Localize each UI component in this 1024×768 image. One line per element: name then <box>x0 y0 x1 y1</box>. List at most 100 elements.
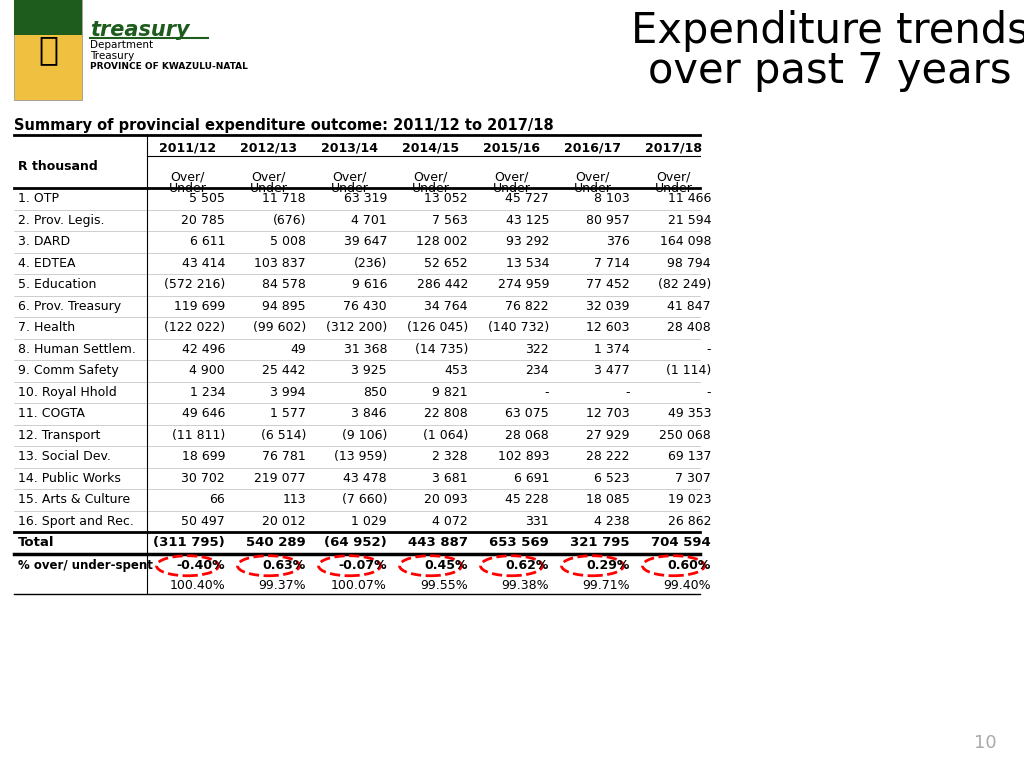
Text: 7 307: 7 307 <box>675 472 711 485</box>
Text: 7 714: 7 714 <box>594 257 630 270</box>
Text: 704 594: 704 594 <box>651 536 711 549</box>
Text: 9. Comm Safety: 9. Comm Safety <box>18 364 119 377</box>
Text: 99.71%: 99.71% <box>583 579 630 592</box>
Text: 10: 10 <box>974 734 996 752</box>
Text: 9 616: 9 616 <box>351 278 387 291</box>
Text: Over/: Over/ <box>251 170 286 183</box>
Text: 850: 850 <box>362 386 387 399</box>
Text: 63 075: 63 075 <box>505 407 549 420</box>
Text: 11 718: 11 718 <box>262 192 306 205</box>
Text: -: - <box>545 386 549 399</box>
Text: 76 430: 76 430 <box>343 300 387 313</box>
Text: 4. EDTEA: 4. EDTEA <box>18 257 76 270</box>
Text: 6. Prov. Treasury: 6. Prov. Treasury <box>18 300 121 313</box>
Text: 3 994: 3 994 <box>270 386 306 399</box>
Text: 41 847: 41 847 <box>668 300 711 313</box>
Text: 94 895: 94 895 <box>262 300 306 313</box>
Text: % over/ under-spent: % over/ under-spent <box>18 559 153 572</box>
Text: Over/: Over/ <box>170 170 205 183</box>
Text: 84 578: 84 578 <box>262 278 306 291</box>
Text: 250 068: 250 068 <box>659 429 711 442</box>
Text: 28 068: 28 068 <box>505 429 549 442</box>
Text: 99.40%: 99.40% <box>664 579 711 592</box>
Text: 7 563: 7 563 <box>432 214 468 227</box>
Text: 540 289: 540 289 <box>246 536 306 549</box>
Text: 2014/15: 2014/15 <box>402 141 459 154</box>
Text: 13 534: 13 534 <box>506 257 549 270</box>
Text: (312 200): (312 200) <box>326 321 387 334</box>
Text: 12 603: 12 603 <box>587 321 630 334</box>
Text: 6 523: 6 523 <box>594 472 630 485</box>
Text: Over/: Over/ <box>495 170 528 183</box>
Text: 3 925: 3 925 <box>351 364 387 377</box>
Text: 2013/14: 2013/14 <box>321 141 378 154</box>
Text: 164 098: 164 098 <box>659 235 711 248</box>
Text: 4 900: 4 900 <box>189 364 225 377</box>
Text: over past 7 years: over past 7 years <box>648 50 1012 92</box>
Text: Under: Under <box>250 182 288 195</box>
Text: Over/: Over/ <box>575 170 609 183</box>
Text: (311 795): (311 795) <box>154 536 225 549</box>
Text: 99.38%: 99.38% <box>502 579 549 592</box>
Text: 20 785: 20 785 <box>181 214 225 227</box>
Text: 43 125: 43 125 <box>506 214 549 227</box>
Text: 6 691: 6 691 <box>513 472 549 485</box>
Text: (14 735): (14 735) <box>415 343 468 356</box>
Text: 5 008: 5 008 <box>270 235 306 248</box>
Text: 11. COGTA: 11. COGTA <box>18 407 85 420</box>
Text: 443 887: 443 887 <box>408 536 468 549</box>
Text: Total: Total <box>18 536 54 549</box>
Text: 219 077: 219 077 <box>254 472 306 485</box>
Text: 5. Education: 5. Education <box>18 278 96 291</box>
Text: (64 952): (64 952) <box>325 536 387 549</box>
Text: 42 496: 42 496 <box>181 343 225 356</box>
Text: (1 114): (1 114) <box>666 364 711 377</box>
Text: 7. Health: 7. Health <box>18 321 75 334</box>
Text: 22 808: 22 808 <box>424 407 468 420</box>
Text: 2. Prov. Legis.: 2. Prov. Legis. <box>18 214 104 227</box>
Text: (11 811): (11 811) <box>172 429 225 442</box>
Text: 26 862: 26 862 <box>668 515 711 528</box>
Text: Over/: Over/ <box>414 170 447 183</box>
Text: 99.37%: 99.37% <box>258 579 306 592</box>
Text: 9 821: 9 821 <box>432 386 468 399</box>
Text: 13. Social Dev.: 13. Social Dev. <box>18 450 111 463</box>
Text: 8. Human Settlem.: 8. Human Settlem. <box>18 343 136 356</box>
Text: 2016/17: 2016/17 <box>564 141 621 154</box>
Text: 34 764: 34 764 <box>425 300 468 313</box>
Text: 653 569: 653 569 <box>489 536 549 549</box>
Text: 28 222: 28 222 <box>587 450 630 463</box>
Text: (1 064): (1 064) <box>423 429 468 442</box>
Text: 100.07%: 100.07% <box>331 579 387 592</box>
Text: 39 647: 39 647 <box>343 235 387 248</box>
Text: 30 702: 30 702 <box>181 472 225 485</box>
Text: 49 353: 49 353 <box>668 407 711 420</box>
Text: -0.07%: -0.07% <box>338 559 387 572</box>
Text: 453: 453 <box>444 364 468 377</box>
Text: PROVINCE OF KWAZULU-NATAL: PROVINCE OF KWAZULU-NATAL <box>90 62 248 71</box>
Text: (7 660): (7 660) <box>341 493 387 506</box>
Text: 45 727: 45 727 <box>505 192 549 205</box>
Text: 45 228: 45 228 <box>506 493 549 506</box>
Text: 10. Royal Hhold: 10. Royal Hhold <box>18 386 117 399</box>
Text: 3. DARD: 3. DARD <box>18 235 70 248</box>
Text: 27 929: 27 929 <box>587 429 630 442</box>
Text: 102 893: 102 893 <box>498 450 549 463</box>
Text: (572 216): (572 216) <box>164 278 225 291</box>
Text: 32 039: 32 039 <box>587 300 630 313</box>
Text: 18 699: 18 699 <box>181 450 225 463</box>
Text: treasury: treasury <box>90 20 189 40</box>
Text: 2011/12: 2011/12 <box>159 141 216 154</box>
Text: Over/: Over/ <box>333 170 367 183</box>
Text: (676): (676) <box>272 214 306 227</box>
Text: 28 408: 28 408 <box>668 321 711 334</box>
Text: Under: Under <box>169 182 207 195</box>
Text: 5 505: 5 505 <box>189 192 225 205</box>
Text: 🦁: 🦁 <box>38 34 58 67</box>
Text: Treasury: Treasury <box>90 51 134 61</box>
Text: 322: 322 <box>525 343 549 356</box>
Text: (126 045): (126 045) <box>407 321 468 334</box>
Text: 331: 331 <box>525 515 549 528</box>
Text: 49: 49 <box>290 343 306 356</box>
Text: Expenditure trends: Expenditure trends <box>631 10 1024 52</box>
